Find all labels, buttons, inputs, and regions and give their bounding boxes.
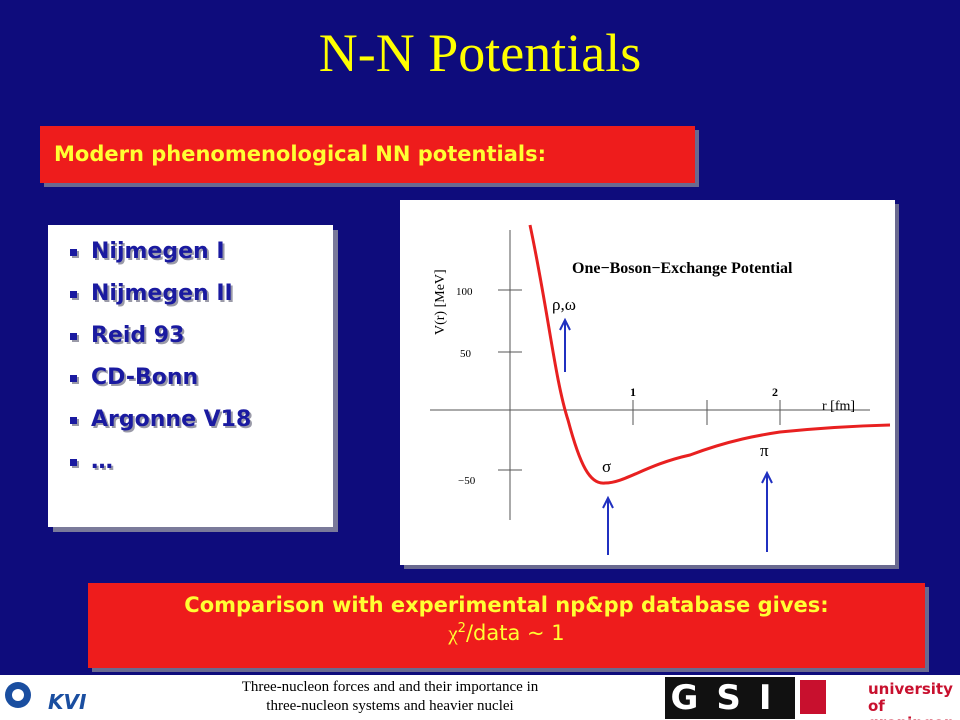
list-box: Nijmegen I Nijmegen II Reid 93 CD-Bonn Argon… [48,225,333,527]
list-item: Nijmegen II [70,281,233,306]
list-text: Argonne V18 [91,407,252,432]
conclusion-rest: /data ~ 1 [465,621,565,645]
y-tick: 50 [460,348,472,360]
subtitle-box: Modern phenomenological NN potentials: [40,126,695,183]
list-item: Nijmegen I [70,239,225,264]
figure-title: One−Boson−Exchange Potential [572,260,793,277]
superscript: 2 [457,621,466,636]
meson-label: ρ,ω [552,295,576,314]
meson-label: σ [602,457,611,476]
list-text: Nijmegen II [91,281,233,306]
list-item: … [70,449,113,474]
meson-label: π [760,441,769,460]
footer: KVI Three-nucleon forces and and their i… [0,675,960,720]
potential-curve [528,224,891,485]
university: university of [868,680,953,715]
kvi-text: KVI [48,690,87,714]
conclusion-text: Comparison with experimental np&pp datab… [184,593,829,617]
list-text: … [91,449,113,474]
y-label: V(r) [MeV] [433,269,448,335]
footer-line: Three-nucleon forces and and their impor… [241,679,539,695]
university: groningen [868,715,960,720]
bullet [70,458,77,466]
kvi-logo: KVI [5,682,87,714]
list-text: Reid 93 [91,323,185,348]
bullet [70,248,77,256]
title: N-N Potentials [318,23,642,83]
y-tick: −50 [458,475,476,487]
list-item: CD-Bonn [70,365,198,390]
x-tick: 1 [630,385,636,399]
x-label: r [fm] [822,399,855,414]
y-tick: 100 [456,286,473,298]
list-text: Nijmegen I [91,239,225,264]
list-item: Reid 93 [70,323,184,348]
bullet [70,374,77,382]
figure: One−Boson−Exchange Potential V(r) [MeV] … [400,200,895,565]
footer-line: three-nucleon systems and heavier nuclei [266,698,514,714]
chi: χ [448,621,458,645]
bullet [70,332,77,340]
list-item: Argonne V18 [70,407,251,432]
bullet [70,290,77,298]
conclusion-box: Comparison with experimental np&pp datab… [88,583,925,668]
x-tick: 2 [772,385,778,399]
figure-plot: One−Boson−Exchange Potential V(r) [MeV] … [430,224,891,555]
list-text: CD-Bonn [91,365,199,390]
bullet [70,416,77,424]
gsi-logo: GSI [665,677,795,719]
crest [800,680,826,714]
